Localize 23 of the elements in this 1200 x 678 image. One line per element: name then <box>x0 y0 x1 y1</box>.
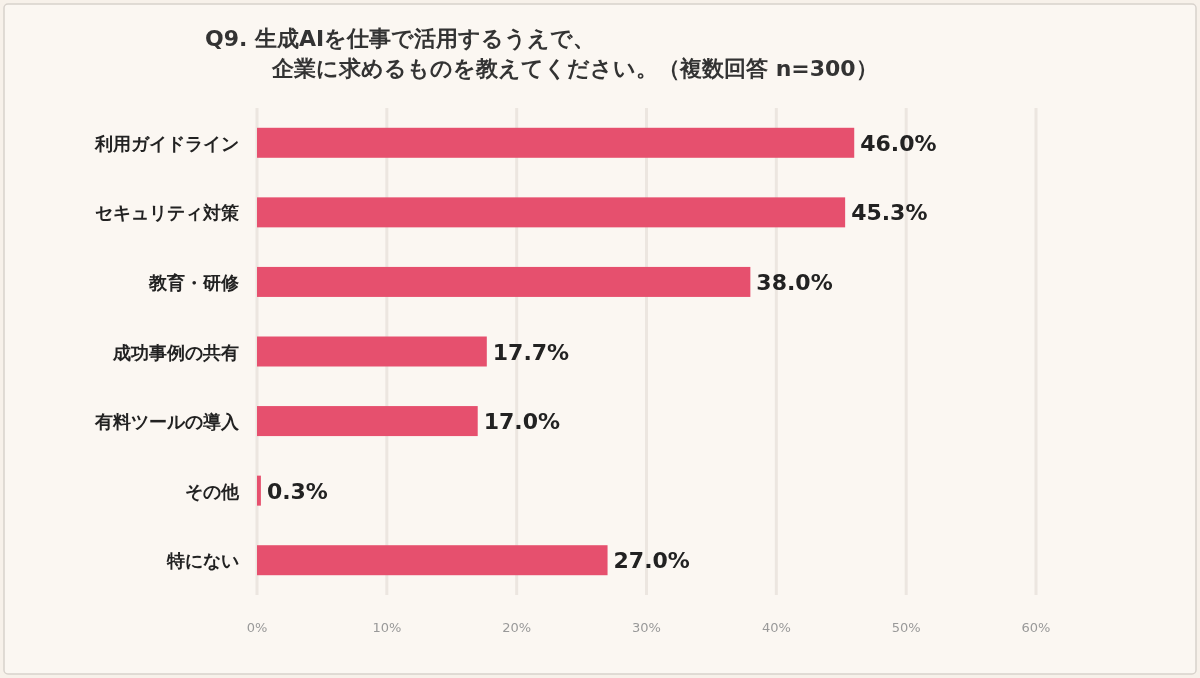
data-label: 27.0% <box>613 548 690 574</box>
y-tick-label: 成功事例の共有 <box>112 341 239 363</box>
y-tick-label: セキュリティ対策 <box>95 202 239 224</box>
x-tick-label: 50% <box>891 620 921 635</box>
data-label: 46.0% <box>860 130 937 156</box>
x-tick-label: 60% <box>1021 620 1051 635</box>
x-tick-label: 30% <box>632 620 661 635</box>
y-tick-label: 有料ツールの導入 <box>94 411 240 433</box>
data-label: 17.7% <box>492 339 570 365</box>
y-tick-label: 教育・研修 <box>148 271 240 293</box>
y-tick-label: 利用ガイドライン <box>94 132 239 154</box>
chart-title: Q9. 生成AIを仕事で活用するうえで、 <box>205 26 596 51</box>
x-tick-label: 40% <box>761 620 791 635</box>
data-label: 38.0% <box>756 269 833 295</box>
y-tick-label: 特にない <box>166 550 239 572</box>
chart-subtitle: 企業に求めるものを教えてください。（複数回答 n=300） <box>271 56 878 81</box>
data-label: 45.3% <box>851 200 928 226</box>
data-label: 0.3% <box>266 478 328 504</box>
x-tick-label: 20% <box>502 620 532 635</box>
x-tick-label: 0% <box>246 620 268 635</box>
y-tick-label: その他 <box>185 480 240 502</box>
data-label: 17.0% <box>483 409 561 435</box>
x-tick-label: 10% <box>372 620 402 635</box>
